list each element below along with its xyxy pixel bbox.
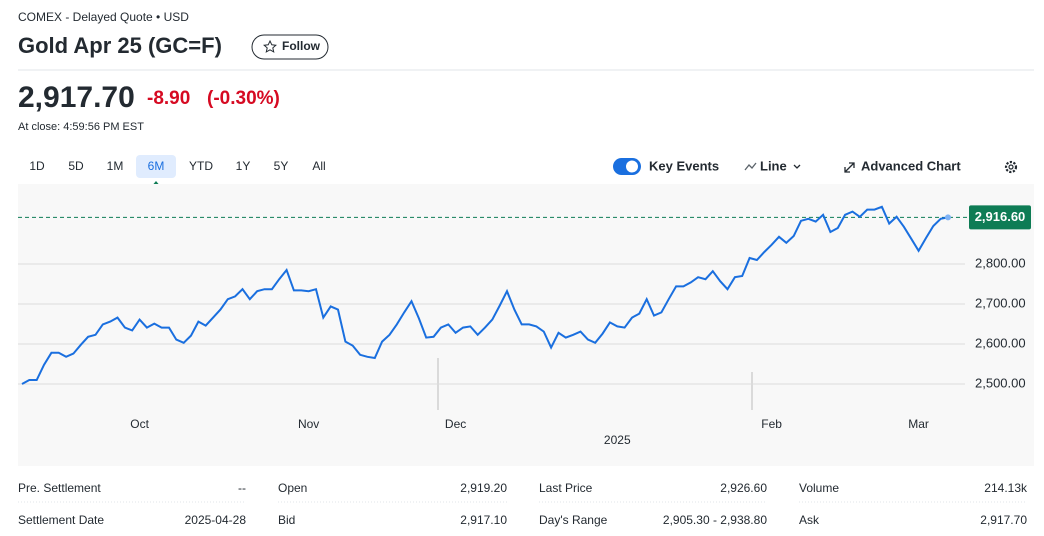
range-tab[interactable]: 1D: [29, 159, 45, 173]
stat-value: --: [238, 481, 246, 495]
price-marker-badge: [969, 205, 1031, 230]
stat-label: Settlement Date: [18, 513, 104, 527]
exchange: COMEX - Delayed Quote • USD: [18, 10, 189, 24]
stat-value: 2,917.70: [980, 513, 1027, 527]
settings-icon[interactable]: [1004, 160, 1018, 174]
change-pct: (-0.30%): [207, 88, 280, 109]
plot: 2,500.00 2,600.00 2,700.00 2,800.00 Oct Nov De…: [18, 205, 1031, 447]
x-tick-label: Feb: [761, 417, 782, 431]
x-tick-label: Dec: [445, 417, 466, 431]
advanced-chart[interactable]: Advanced Chart: [844, 158, 961, 173]
stat-value: 2,926.60: [720, 481, 767, 495]
x-tick-label: Oct: [130, 417, 149, 431]
tab-active-bg: [136, 155, 176, 178]
year-label: 2025: [604, 433, 631, 447]
stat-label: Bid: [278, 513, 295, 527]
last-point: [945, 214, 951, 221]
stat-value: 2025-04-28: [185, 513, 247, 527]
stat-label: Day's Range: [539, 513, 608, 527]
y-tick-label: 2,500.00: [975, 375, 1026, 390]
close-time: At close: 4:59:56 PM EST: [18, 121, 144, 133]
title: Gold Apr 25 (GC=F): [18, 33, 222, 58]
follow-label: Follow: [282, 39, 321, 53]
price-marker-label: 2,916.60: [975, 209, 1026, 224]
y-tick-label: 2,600.00: [975, 335, 1026, 350]
range-tab[interactable]: All: [312, 159, 325, 173]
stat-value: 2,905.30 - 2,938.80: [663, 513, 767, 527]
range-tab[interactable]: 5D: [68, 159, 84, 173]
range-tab[interactable]: YTD: [189, 159, 213, 173]
x-tick-label: Mar: [908, 417, 929, 431]
stat-value: 2,917.10: [460, 513, 507, 527]
key-events-label: Key Events: [649, 158, 719, 173]
stat-value: 214.13k: [984, 481, 1028, 495]
range-tab[interactable]: 1Y: [236, 159, 251, 173]
price: 2,917.70: [18, 81, 135, 114]
stat-label: Ask: [799, 513, 820, 527]
advanced-label: Advanced Chart: [861, 158, 961, 173]
stat-value: 2,919.20: [460, 481, 507, 495]
stat-label: Last Price: [539, 481, 593, 495]
range-tab[interactable]: 6M: [148, 159, 165, 173]
range-tab[interactable]: 1M: [107, 159, 124, 173]
y-tick-label: 2,800.00: [975, 255, 1026, 270]
stat-label: Pre. Settlement: [18, 481, 101, 495]
stat-label: Volume: [799, 481, 839, 495]
stat-label: Open: [278, 481, 307, 495]
chart-type-menu[interactable]: Line: [744, 158, 801, 173]
key-events-toggle[interactable]: Key Events: [613, 158, 719, 175]
follow-button[interactable]: Follow: [251, 34, 329, 60]
chart-type-label: Line: [760, 158, 787, 173]
stats-table: Pre. Settlement -- Open 2,919.20 Last Price 2…: [18, 481, 1028, 527]
price-line: [21, 205, 949, 385]
y-tick-label: 2,700.00: [975, 295, 1026, 310]
change: -8.90: [147, 88, 190, 109]
x-tick-label: Nov: [298, 417, 319, 431]
range-tab[interactable]: 5Y: [274, 159, 289, 173]
